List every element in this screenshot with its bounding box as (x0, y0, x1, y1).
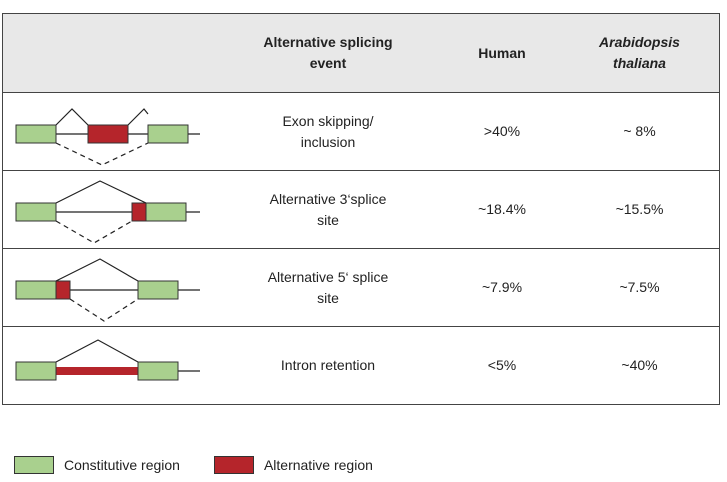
arabidopsis-value: ~ 8% (623, 123, 656, 139)
event-label: Intron retention (280, 357, 376, 373)
constitutive-exon (145, 202, 187, 221)
constitutive-exon (15, 361, 57, 380)
event-label: Exon skipping/ inclusion (282, 112, 374, 150)
exon-skipping-diagram (3, 93, 213, 170)
constitutive-exon (15, 124, 57, 143)
constitutive-exon (15, 202, 57, 221)
arabidopsis-value: ~40% (621, 357, 658, 373)
arabidopsis-value: ~15.5% (615, 201, 664, 217)
event-label: Alternative 3‘splice site (269, 190, 387, 228)
alternative-swatch (213, 456, 254, 474)
legend-constitutive-label: Constitutive region (64, 457, 180, 473)
header-arabidopsis: Arabidopsis thaliana (599, 34, 680, 71)
constitutive-exon (15, 280, 57, 299)
alternative-region (55, 280, 71, 299)
arabidopsis-value: ~7.5% (619, 279, 660, 295)
constitutive-exon (137, 361, 179, 380)
table-row: Alternative 5‘ splice site ~7.9% ~7.5% (3, 248, 719, 326)
alt-3-splice-diagram (3, 171, 213, 248)
alt-5-splice-diagram (3, 249, 213, 326)
splicing-table: Alternative splicing event Human Arabido… (2, 13, 720, 405)
legend-alternative: Alternative region (213, 456, 373, 474)
legend: Constitutive region Alternative region (14, 456, 373, 474)
legend-constitutive: Constitutive region (14, 456, 180, 474)
table-row: Exon skipping/ inclusion >40% ~ 8% (3, 92, 719, 170)
legend-alternative-label: Alternative region (263, 457, 373, 473)
alternative-region (131, 202, 147, 221)
constitutive-exon (147, 124, 189, 143)
human-value: >40% (483, 123, 521, 139)
table-row: Alternative 3‘splice site ~18.4% ~15.5% (3, 170, 719, 248)
constitutive-exon (137, 280, 179, 299)
intron-retention-diagram (3, 327, 213, 404)
table-header: Alternative splicing event Human Arabido… (3, 14, 719, 92)
human-value: ~7.9% (481, 279, 523, 295)
human-value: ~18.4% (478, 201, 526, 217)
table-row: Intron retention <5% ~40% (3, 326, 719, 404)
retained-intron (56, 366, 138, 375)
alternative-exon (87, 124, 129, 143)
constitutive-swatch (14, 456, 54, 474)
header-diagram-cell (3, 14, 213, 92)
event-label: Alternative 5‘ splice site (267, 268, 389, 306)
human-value: <5% (487, 357, 517, 373)
header-human: Human (478, 44, 526, 61)
header-event: Alternative splicing event (263, 34, 393, 71)
